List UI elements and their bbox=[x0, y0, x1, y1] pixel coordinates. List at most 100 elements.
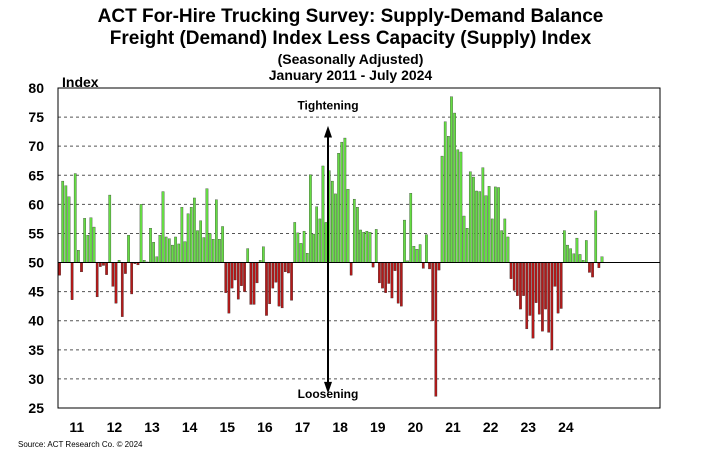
bar bbox=[374, 229, 378, 263]
bar bbox=[111, 262, 115, 287]
bar bbox=[572, 253, 576, 263]
bar bbox=[161, 191, 165, 263]
bar bbox=[208, 233, 212, 263]
bar bbox=[544, 262, 547, 310]
bar bbox=[299, 243, 303, 263]
bar bbox=[541, 262, 544, 332]
bar bbox=[456, 149, 460, 263]
bar bbox=[305, 253, 309, 263]
bar bbox=[158, 235, 162, 263]
bar bbox=[434, 262, 438, 397]
bar bbox=[390, 262, 394, 299]
bar bbox=[600, 256, 604, 263]
bar bbox=[86, 235, 90, 263]
x-tick-label: 19 bbox=[370, 419, 386, 435]
bar bbox=[563, 230, 566, 263]
bar bbox=[120, 262, 124, 317]
bar bbox=[349, 262, 353, 276]
y-tick-label: 25 bbox=[28, 400, 44, 416]
bar bbox=[481, 167, 485, 263]
x-tick-label: 14 bbox=[182, 419, 198, 435]
bar bbox=[494, 186, 497, 263]
chart-date-range: January 2011 - July 2024 bbox=[268, 67, 433, 83]
bar bbox=[70, 262, 74, 300]
bar bbox=[246, 248, 250, 263]
bar bbox=[321, 165, 325, 263]
bar bbox=[83, 218, 86, 263]
x-tick-label: 20 bbox=[408, 419, 424, 435]
bar bbox=[534, 262, 538, 303]
bar bbox=[512, 262, 516, 291]
bar bbox=[475, 190, 478, 263]
bar bbox=[183, 241, 187, 263]
bar bbox=[537, 262, 541, 315]
bar bbox=[236, 262, 240, 300]
bar bbox=[412, 246, 416, 263]
bar bbox=[550, 262, 554, 350]
bar bbox=[531, 262, 535, 339]
bar bbox=[283, 262, 287, 273]
bar bbox=[384, 262, 387, 293]
bar bbox=[509, 262, 513, 279]
bar bbox=[215, 199, 218, 263]
y-tick-label: 50 bbox=[28, 255, 44, 271]
bar bbox=[591, 262, 594, 278]
bar bbox=[127, 235, 130, 263]
bar bbox=[296, 232, 300, 263]
bar bbox=[221, 226, 224, 263]
bar bbox=[287, 262, 290, 274]
bar bbox=[487, 186, 491, 263]
chart-title: ACT For-Hire Trucking Survey: Supply-Dem… bbox=[97, 6, 604, 27]
bar bbox=[89, 217, 93, 263]
bar bbox=[556, 262, 560, 314]
bar bbox=[522, 262, 525, 296]
bar bbox=[193, 197, 196, 263]
bar bbox=[528, 262, 532, 316]
bar bbox=[99, 262, 102, 267]
bar bbox=[309, 174, 312, 263]
bar bbox=[428, 262, 431, 270]
bar bbox=[174, 236, 177, 263]
bar bbox=[199, 220, 202, 263]
bar bbox=[180, 207, 184, 263]
bar bbox=[92, 226, 96, 263]
bar bbox=[124, 262, 127, 274]
bar bbox=[500, 230, 503, 263]
bar bbox=[105, 262, 108, 275]
annotation-tightening: Tightening bbox=[297, 99, 358, 113]
bar bbox=[149, 228, 152, 263]
x-tick-label: 11 bbox=[69, 419, 84, 435]
bar bbox=[77, 250, 80, 263]
bar bbox=[318, 218, 322, 263]
bar bbox=[95, 262, 99, 298]
bar bbox=[324, 222, 328, 263]
bar bbox=[243, 262, 246, 292]
bar bbox=[265, 262, 268, 316]
bar bbox=[155, 256, 159, 263]
bar bbox=[362, 232, 366, 263]
bar bbox=[569, 248, 572, 263]
bar bbox=[393, 262, 397, 271]
bar bbox=[315, 206, 318, 263]
bar bbox=[465, 228, 469, 263]
y-tick-label: 40 bbox=[28, 313, 44, 329]
annotation-loosening: Loosening bbox=[298, 387, 359, 401]
y-tick-label: 60 bbox=[28, 196, 44, 212]
arrow-head-down bbox=[324, 381, 332, 394]
bar bbox=[152, 242, 155, 263]
bar bbox=[365, 230, 369, 263]
bar bbox=[453, 112, 456, 263]
y-tick-label: 30 bbox=[28, 371, 44, 387]
bar bbox=[233, 262, 237, 281]
bar bbox=[346, 189, 350, 263]
bar bbox=[186, 213, 190, 263]
y-tick-label: 65 bbox=[28, 167, 44, 183]
bar bbox=[262, 246, 265, 263]
bar bbox=[447, 136, 450, 263]
bar bbox=[255, 262, 259, 284]
bar bbox=[352, 198, 356, 263]
bar bbox=[252, 262, 256, 305]
bar bbox=[139, 204, 143, 263]
bar bbox=[290, 262, 293, 301]
